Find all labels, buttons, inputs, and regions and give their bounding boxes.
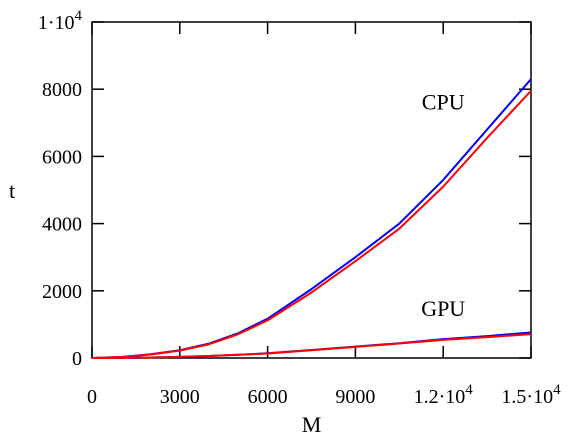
y-axis-label: t	[9, 178, 15, 203]
series-line-4	[91, 333, 532, 359]
plot-frame	[91, 21, 532, 359]
y-tick-label: 4000	[42, 214, 82, 236]
labels: CPU GPU	[421, 89, 465, 321]
y-tick-label: 0	[72, 348, 82, 370]
series-annotation: CPU	[422, 89, 465, 114]
x-tick-label: 3000	[160, 386, 200, 408]
y-tick-label: 1·104	[38, 8, 83, 34]
series-line-2	[91, 90, 532, 359]
ticks: 0 3000 6000 9000 1.2·104 1.5·104 0 2000 4000 6000…	[38, 8, 561, 408]
x-tick-label: 1.5·104	[501, 382, 561, 408]
series	[91, 78, 532, 359]
series-annotation: GPU	[421, 296, 465, 321]
x-axis-label: M	[302, 412, 322, 437]
x-tick-label: 0	[87, 386, 97, 408]
x-tick-label: 9000	[335, 386, 375, 408]
x-tick-label: 1.2·104	[414, 382, 474, 408]
y-tick-label: 8000	[42, 79, 82, 101]
axes	[91, 21, 532, 359]
y-tick-label: 6000	[42, 146, 82, 168]
y-tick-label: 2000	[42, 281, 82, 303]
x-tick-label: 6000	[248, 386, 288, 408]
